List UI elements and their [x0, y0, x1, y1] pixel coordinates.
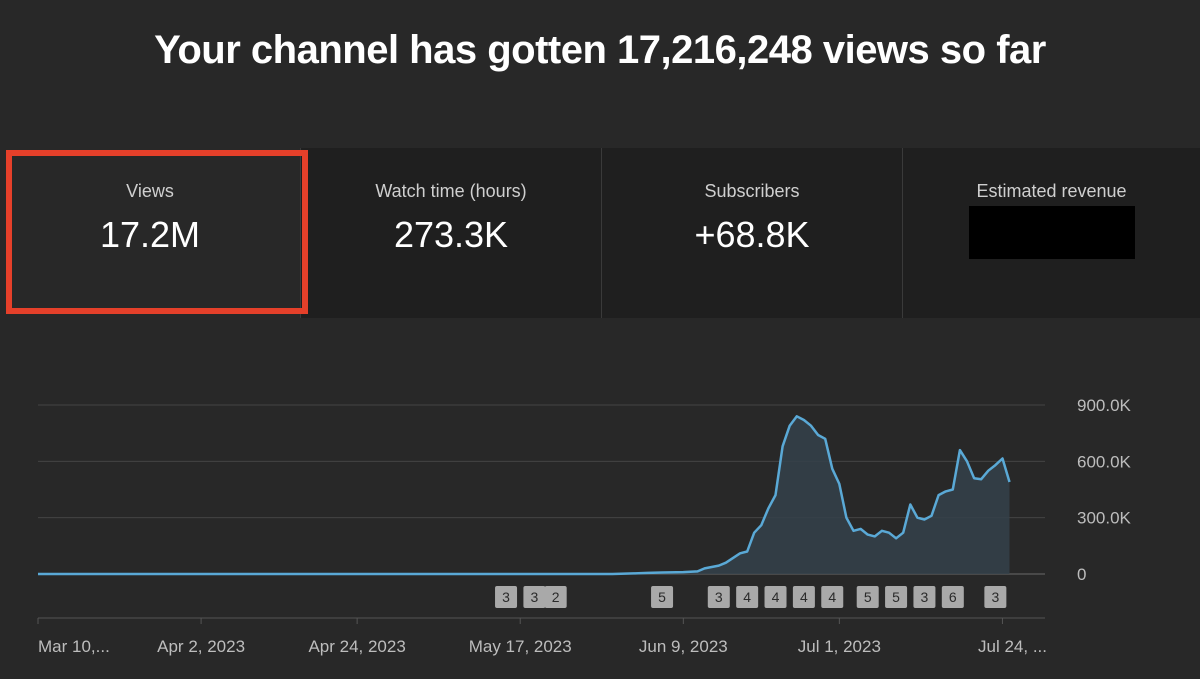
x-axis-label: Jun 9, 2023 — [639, 637, 728, 656]
video-marker-count: 4 — [743, 589, 751, 605]
metric-value-views: 17.2M — [99, 214, 201, 255]
video-marker — [913, 586, 936, 608]
y-axis-label: 900.0K — [1077, 396, 1132, 415]
video-marker — [821, 586, 844, 608]
video-marker-count: 2 — [552, 589, 560, 605]
x-axis-label: Jul 24, ... — [978, 637, 1047, 656]
video-marker-count: 3 — [502, 589, 510, 605]
x-axis-label: Mar 10,... — [38, 637, 110, 656]
video-marker-count: 5 — [864, 589, 872, 605]
metric-card-subscribers[interactable]: Subscribers +68.8K — [602, 148, 903, 318]
video-marker — [984, 586, 1007, 608]
video-marker — [651, 586, 674, 608]
y-axis-label: 0 — [1077, 565, 1086, 584]
video-marker — [856, 586, 879, 608]
video-marker — [523, 586, 546, 608]
video-marker-count: 5 — [658, 589, 666, 605]
metric-card-views[interactable]: Views 17.2M — [0, 148, 301, 318]
redacted-revenue-value — [969, 206, 1135, 259]
video-marker-count: 3 — [715, 589, 723, 605]
page-title: Your channel has gotten 17,216,248 views… — [154, 28, 1046, 72]
video-marker — [885, 586, 908, 608]
metric-label-subscribers: Subscribers — [704, 181, 800, 201]
video-marker — [544, 586, 567, 608]
views-area — [38, 416, 1010, 574]
video-marker — [941, 586, 964, 608]
metric-card-revenue[interactable]: Estimated revenue — [903, 148, 1200, 318]
video-marker-count: 4 — [828, 589, 836, 605]
video-marker — [495, 586, 518, 608]
views-line — [38, 415, 1011, 576]
video-marker-count: 4 — [800, 589, 808, 605]
metric-card-watch-time[interactable]: Watch time (hours) 273.3K — [301, 148, 602, 318]
video-marker — [792, 586, 815, 608]
metric-value-watch-time: 273.3K — [393, 214, 509, 255]
x-axis-label: Jul 1, 2023 — [798, 637, 881, 656]
x-axis-label: Apr 2, 2023 — [157, 637, 245, 656]
x-axis-label: May 17, 2023 — [469, 637, 572, 656]
metric-label-revenue: Estimated revenue — [976, 181, 1127, 201]
metric-label-watch-time: Watch time (hours) — [375, 181, 527, 201]
video-marker-count: 4 — [772, 589, 780, 605]
views-chart: 900.0K 600.0K 300.0K 0 3 3 2 5 3 4 4 4 4 5 5 3 6 3 Mar 10,… — [0, 318, 1200, 679]
y-axis-label: 600.0K — [1077, 452, 1132, 471]
y-axis-label: 300.0K — [1077, 509, 1132, 528]
video-marker — [764, 586, 787, 608]
metric-label-views: Views — [126, 181, 174, 201]
metric-cards: Views 17.2M Watch time (hours) 273.3K Su… — [0, 148, 1200, 318]
metric-value-subscribers: +68.8K — [694, 214, 810, 255]
video-marker-count: 6 — [949, 589, 957, 605]
video-marker-count: 3 — [991, 589, 999, 605]
video-marker-count: 3 — [921, 589, 929, 605]
video-marker-count: 3 — [531, 589, 539, 605]
video-marker — [736, 586, 759, 608]
x-axis-label: Apr 24, 2023 — [308, 637, 405, 656]
video-marker-count: 5 — [892, 589, 900, 605]
video-marker — [707, 586, 730, 608]
